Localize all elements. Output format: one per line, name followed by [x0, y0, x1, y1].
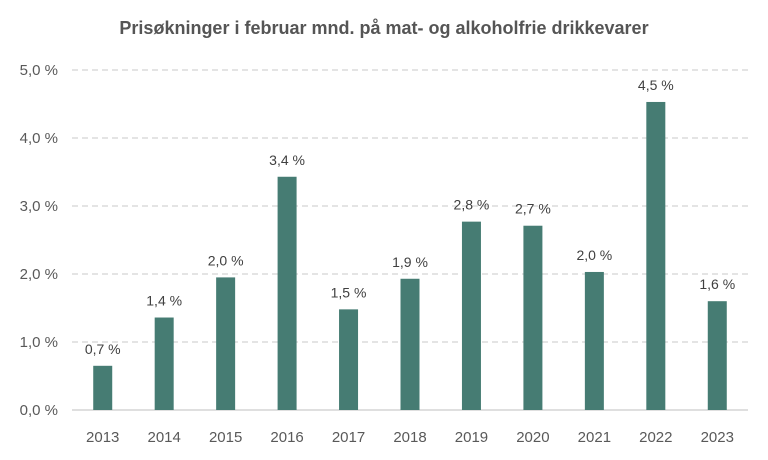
- bar: [339, 309, 359, 410]
- bar: [216, 277, 236, 410]
- y-tick-label: 2,0 %: [20, 266, 58, 283]
- bar: [461, 221, 481, 410]
- bar: [93, 365, 113, 410]
- data-label: 2,7 %: [515, 201, 551, 217]
- bar: [646, 101, 666, 411]
- data-label: 1,9 %: [392, 254, 428, 270]
- bar: [707, 301, 727, 410]
- x-tick-label: 2022: [639, 429, 672, 446]
- x-tick-label: 2014: [147, 429, 180, 446]
- bar: [400, 278, 420, 410]
- x-tick-label: 2020: [516, 429, 549, 446]
- data-label: 4,5 %: [638, 77, 674, 93]
- bar: [154, 317, 174, 410]
- y-tick-label: 5,0 %: [20, 62, 58, 79]
- y-tick-label: 1,0 %: [20, 334, 58, 351]
- data-label: 1,4 %: [146, 293, 182, 309]
- x-tick-label: 2013: [86, 429, 119, 446]
- x-tick-label: 2023: [701, 429, 734, 446]
- data-label: 0,7 %: [85, 341, 121, 357]
- data-label: 2,0 %: [208, 252, 244, 268]
- y-tick-label: 0,0 %: [20, 402, 58, 419]
- bar: [584, 271, 604, 410]
- bar: [523, 225, 543, 410]
- x-tick-label: 2015: [209, 429, 242, 446]
- y-tick-label: 4,0 %: [20, 130, 58, 147]
- data-label: 2,0 %: [576, 247, 612, 263]
- x-tick-label: 2016: [270, 429, 303, 446]
- chart-title: Prisøkninger i februar mnd. på mat- og a…: [119, 18, 649, 38]
- bar: [277, 176, 297, 410]
- data-label: 3,4 %: [269, 152, 305, 168]
- y-tick-label: 3,0 %: [20, 198, 58, 215]
- data-label: 2,8 %: [454, 197, 490, 213]
- x-tick-label: 2021: [578, 429, 611, 446]
- data-label: 1,5 %: [331, 284, 367, 300]
- data-label: 1,6 %: [699, 276, 735, 292]
- x-tick-label: 2018: [393, 429, 426, 446]
- x-tick-label: 2019: [455, 429, 488, 446]
- x-tick-label: 2017: [332, 429, 365, 446]
